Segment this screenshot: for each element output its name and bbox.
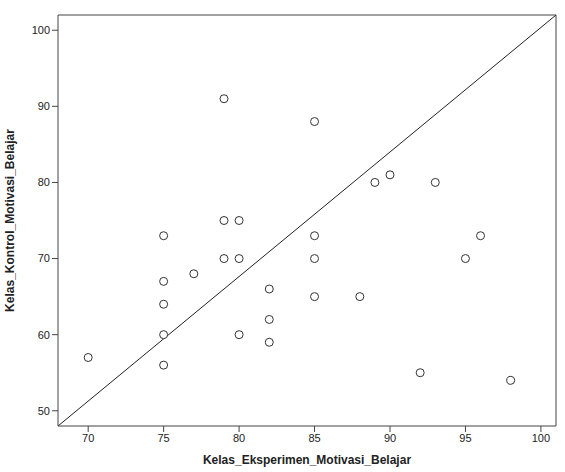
svg-text:50: 50 <box>38 405 50 417</box>
svg-text:80: 80 <box>233 432 245 444</box>
svg-text:75: 75 <box>158 432 170 444</box>
svg-text:70: 70 <box>38 252 50 264</box>
svg-text:80: 80 <box>38 176 50 188</box>
svg-text:95: 95 <box>459 432 471 444</box>
svg-text:90: 90 <box>38 100 50 112</box>
svg-text:85: 85 <box>308 432 320 444</box>
svg-text:Kelas_Kontrol_Motivasi_Belajar: Kelas_Kontrol_Motivasi_Belajar <box>3 129 17 312</box>
svg-text:70: 70 <box>82 432 94 444</box>
svg-text:60: 60 <box>38 329 50 341</box>
svg-text:100: 100 <box>32 24 50 36</box>
svg-text:Kelas_Eksperimen_Motivasi_Bela: Kelas_Eksperimen_Motivasi_Belajar <box>203 453 411 467</box>
svg-text:90: 90 <box>384 432 396 444</box>
svg-text:100: 100 <box>532 432 550 444</box>
